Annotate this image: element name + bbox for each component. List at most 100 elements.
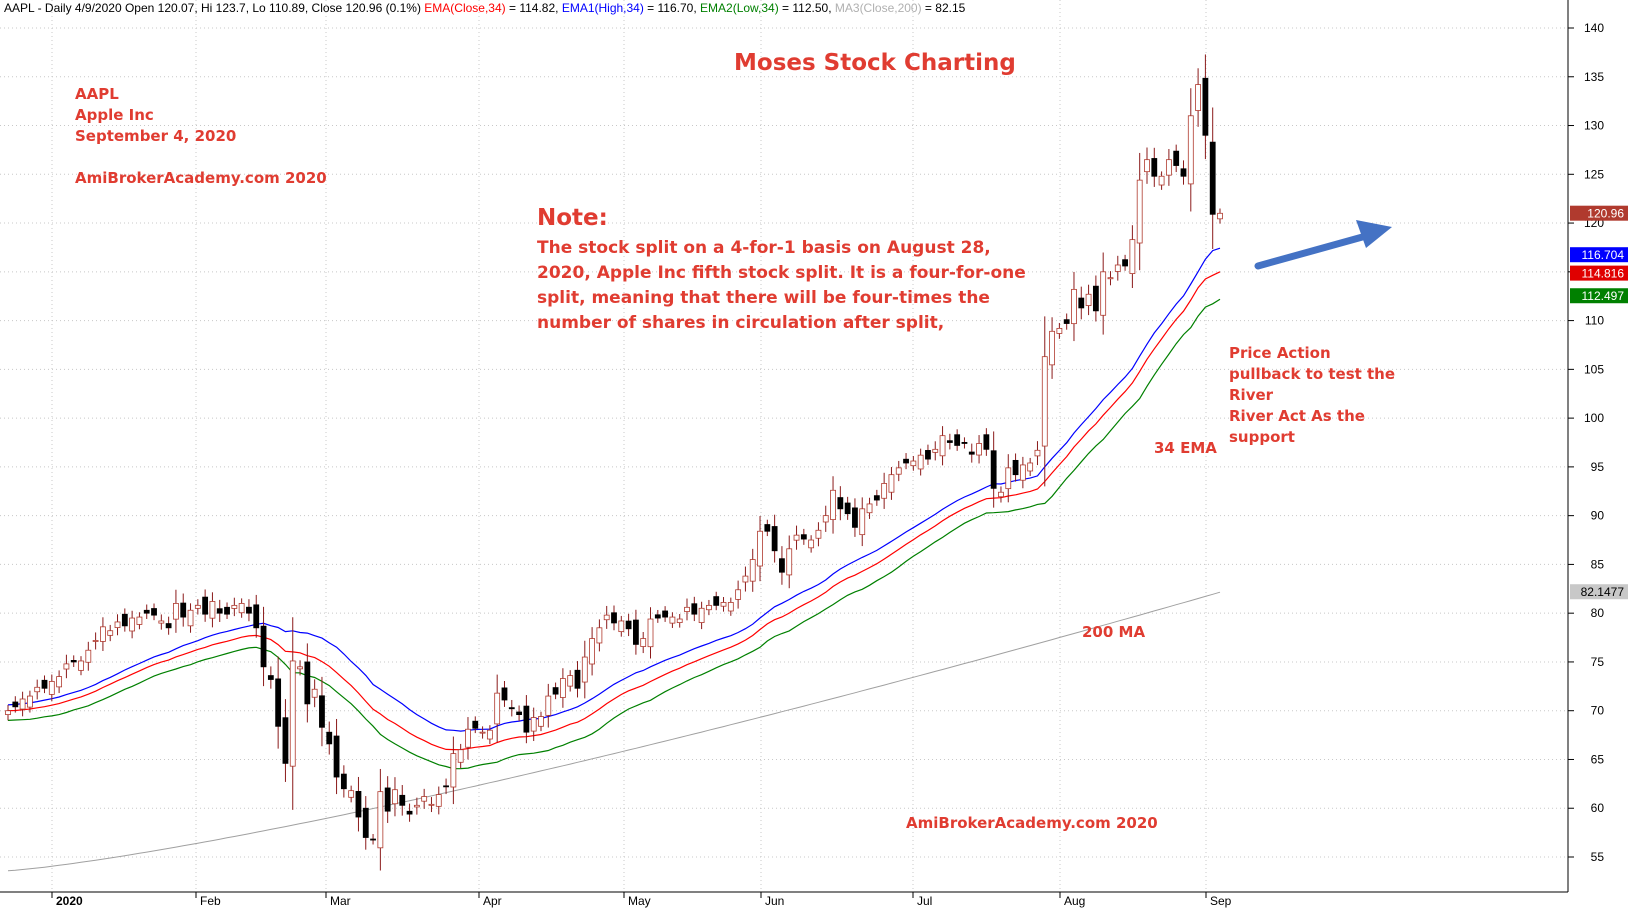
footer-site: AmiBrokerAcademy.com 2020 bbox=[906, 814, 1158, 832]
header-ema-high-value: = 116.70, bbox=[643, 1, 697, 15]
candle-body bbox=[5, 710, 11, 716]
candle-body bbox=[1071, 288, 1077, 325]
candle-body bbox=[1187, 115, 1194, 185]
header-ema-close-label: EMA(Close,34) bbox=[424, 1, 506, 15]
price-badge bbox=[1570, 205, 1628, 221]
candle-body bbox=[888, 474, 895, 493]
price-badge bbox=[1570, 247, 1628, 263]
note-line: 2020, Apple Inc fifth stock split. It is… bbox=[537, 263, 1026, 283]
candle-body bbox=[822, 515, 829, 523]
candle-body bbox=[508, 707, 515, 710]
vertical-gridlines bbox=[51, 0, 1207, 892]
candle-body bbox=[289, 660, 296, 767]
candle-body bbox=[1100, 271, 1107, 316]
x-tick-label: Apr bbox=[483, 894, 502, 908]
candle-body bbox=[837, 497, 844, 510]
candle-body bbox=[428, 803, 435, 806]
candle-body bbox=[516, 711, 522, 716]
candle-body bbox=[1005, 467, 1012, 490]
info-block: AAPL Apple Inc September 4, 2020 AmiBrok… bbox=[75, 84, 327, 189]
candle-body bbox=[676, 618, 683, 623]
candle-body bbox=[34, 686, 41, 693]
candle-body bbox=[669, 616, 676, 624]
info-date: September 4, 2020 bbox=[75, 127, 237, 145]
candle-body bbox=[786, 548, 793, 576]
candle-body bbox=[859, 508, 866, 536]
candle-body bbox=[435, 794, 442, 807]
candle-body bbox=[362, 807, 369, 838]
candle-body bbox=[713, 596, 720, 606]
candle-body bbox=[392, 789, 398, 805]
candle-body bbox=[764, 524, 771, 532]
candle-body bbox=[808, 539, 815, 549]
price-badge-label: 112.497 bbox=[1582, 289, 1625, 303]
candle-body bbox=[976, 443, 982, 456]
candle-body bbox=[538, 716, 544, 727]
candlestick-series bbox=[5, 54, 1223, 871]
candle-body bbox=[165, 623, 172, 629]
candle-body bbox=[180, 602, 187, 618]
candle-body bbox=[209, 601, 216, 619]
ema-high-line bbox=[7, 247, 1221, 732]
candle-body bbox=[231, 604, 238, 609]
ema-lines-group bbox=[7, 247, 1221, 770]
x-tick-label: Jul bbox=[917, 894, 932, 908]
candle-body bbox=[618, 620, 625, 633]
candle-body bbox=[158, 620, 165, 624]
candle-body bbox=[70, 660, 77, 663]
candle-body bbox=[421, 796, 428, 802]
x-tick-label: Feb bbox=[200, 894, 221, 908]
price-badge bbox=[1570, 288, 1628, 304]
candle-body bbox=[114, 621, 121, 628]
candle-body bbox=[589, 638, 595, 665]
candle-body bbox=[720, 602, 727, 607]
candle-body bbox=[465, 728, 471, 748]
candle-body bbox=[216, 608, 223, 614]
header-ma-value: = 82.15 bbox=[921, 1, 966, 15]
candle-body bbox=[895, 467, 902, 475]
chart-header: AAPL - Daily 4/9/2020 Open 120.07, Hi 12… bbox=[4, 1, 965, 15]
candle-body bbox=[260, 625, 267, 668]
candle-body bbox=[866, 503, 873, 514]
info-ticker: AAPL bbox=[75, 85, 119, 103]
plot-area bbox=[0, 0, 1568, 892]
candle-body bbox=[968, 451, 975, 455]
trend-arrow-head bbox=[1356, 220, 1392, 248]
candle-body bbox=[771, 526, 778, 552]
header-ema-low-label: EMA2(Low,34) bbox=[700, 1, 779, 15]
candle-body bbox=[735, 589, 742, 600]
candle-body bbox=[1092, 285, 1099, 312]
candle-body bbox=[633, 619, 639, 645]
note-body: The stock split on a 4-for-1 basis on Au… bbox=[537, 236, 1026, 336]
header-symbol-line: AAPL - Daily 4/9/2020 Open 120.07, Hi 12… bbox=[4, 1, 421, 15]
candle-body bbox=[246, 606, 252, 614]
candle-body bbox=[691, 603, 698, 615]
candle-body bbox=[873, 495, 880, 501]
candle-body bbox=[63, 663, 70, 670]
candle-body bbox=[983, 434, 990, 450]
candle-body bbox=[406, 810, 413, 815]
candle-body bbox=[662, 610, 669, 618]
candle-body bbox=[282, 717, 289, 764]
price-action-note: Price Action pullback to test the River … bbox=[1229, 343, 1395, 448]
candle-body bbox=[1151, 158, 1158, 177]
y-tick-label: 125 bbox=[1584, 167, 1604, 181]
y-tick-label: 75 bbox=[1591, 655, 1605, 669]
info-company: Apple Inc bbox=[75, 106, 154, 124]
note-heading: Note: bbox=[537, 205, 608, 231]
ema-low-line bbox=[7, 298, 1221, 770]
candle-body bbox=[946, 440, 953, 443]
price-badge-label: 82.1477 bbox=[1581, 585, 1625, 599]
candle-body bbox=[1056, 327, 1063, 334]
y-tick-label: 70 bbox=[1591, 704, 1605, 718]
candle-body bbox=[603, 614, 610, 621]
candle-body bbox=[413, 804, 420, 808]
y-tick-label: 140 bbox=[1584, 21, 1604, 35]
y-tick-label: 55 bbox=[1591, 850, 1605, 864]
candle-body bbox=[304, 661, 311, 705]
candle-body bbox=[1122, 259, 1128, 267]
candle-body bbox=[596, 627, 603, 644]
candle-body bbox=[202, 596, 209, 615]
note-line: number of shares in circulation after sp… bbox=[537, 313, 945, 333]
